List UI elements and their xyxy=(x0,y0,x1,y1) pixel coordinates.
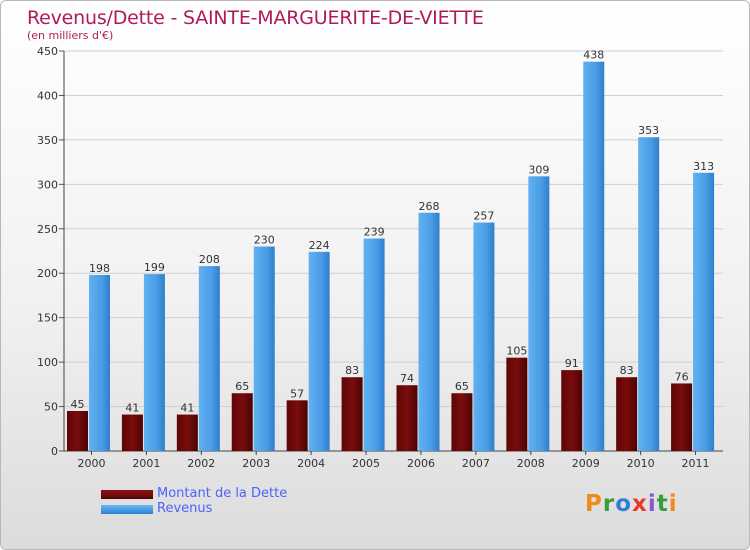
x-tick-label-2004: 2004 xyxy=(297,457,325,470)
legend-label-debt: Montant de la Dette xyxy=(157,486,288,501)
data-label-revenue-2009: 438 xyxy=(583,49,604,62)
legend-swatch-debt xyxy=(101,490,153,499)
bar-debt-2008 xyxy=(506,357,528,451)
x-tick-label-2007: 2007 xyxy=(462,457,490,470)
data-label-debt-2002: 41 xyxy=(180,402,194,415)
bar-revenue-2000 xyxy=(89,275,110,451)
y-tick-label: 250 xyxy=(37,223,58,236)
x-tick-label-2006: 2006 xyxy=(407,457,435,470)
data-label-revenue-2000: 198 xyxy=(89,262,110,275)
bar-debt-2006 xyxy=(396,385,418,451)
logo-letter: t xyxy=(656,491,669,517)
y-tick-label: 300 xyxy=(37,178,58,191)
logo-letter: i xyxy=(668,491,678,517)
x-tick-label-2011: 2011 xyxy=(682,457,710,470)
bar-revenue-2009 xyxy=(583,61,605,452)
data-label-debt-2010: 83 xyxy=(620,364,634,377)
bar-debt-2010 xyxy=(616,377,638,451)
data-label-debt-2009: 91 xyxy=(565,357,579,370)
x-tick-label-2005: 2005 xyxy=(352,457,380,470)
y-tick-label: 0 xyxy=(51,445,58,458)
y-tick-label: 50 xyxy=(44,401,58,414)
bar-revenue-2002 xyxy=(198,266,220,451)
y-tick-label: 400 xyxy=(37,89,58,102)
legend-swatch-revenue xyxy=(101,505,153,514)
y-tick-label: 100 xyxy=(37,356,58,369)
logo-letter: P xyxy=(585,491,603,517)
x-tick-label-2008: 2008 xyxy=(517,457,545,470)
y-tick-label: 200 xyxy=(37,267,58,280)
y-tick-label: 450 xyxy=(37,45,58,58)
x-tick-label-2002: 2002 xyxy=(187,457,215,470)
data-label-debt-2003: 65 xyxy=(235,380,249,393)
bar-revenue-2001 xyxy=(143,274,165,451)
x-tick-label-2009: 2009 xyxy=(572,457,600,470)
x-tick-label-2000: 2000 xyxy=(77,457,105,470)
bar-debt-2009 xyxy=(561,370,583,451)
y-tick-label: 350 xyxy=(37,134,58,147)
bar-revenue-2011 xyxy=(693,172,715,451)
data-label-debt-2007: 65 xyxy=(455,380,469,393)
bar-debt-2003 xyxy=(231,393,253,451)
data-label-revenue-2008: 309 xyxy=(528,163,549,176)
data-label-debt-2006: 74 xyxy=(400,372,414,385)
logo-letter: x xyxy=(632,491,648,517)
data-label-debt-2000: 45 xyxy=(71,398,85,411)
bar-debt-2004 xyxy=(286,400,308,451)
chart-title: Revenus/Dette - SAINTE-MARGUERITE-DE-VIE… xyxy=(27,7,484,29)
data-label-debt-2005: 83 xyxy=(345,364,359,377)
bar-revenue-2003 xyxy=(253,246,275,451)
bar-debt-2001 xyxy=(121,414,143,451)
y-tick-label: 150 xyxy=(37,312,58,325)
x-tick-label-2003: 2003 xyxy=(242,457,270,470)
logo-letter: o xyxy=(615,491,633,517)
data-label-revenue-2007: 257 xyxy=(473,210,494,223)
data-label-debt-2011: 76 xyxy=(675,370,689,383)
logo-letter: i xyxy=(647,491,657,517)
data-label-revenue-2006: 268 xyxy=(419,200,440,213)
bar-revenue-2005 xyxy=(363,238,385,451)
bar-revenue-2004 xyxy=(308,251,330,451)
data-label-revenue-2004: 224 xyxy=(309,239,330,252)
data-label-revenue-2011: 313 xyxy=(693,160,714,173)
chart-subtitle: (en milliers d'€) xyxy=(27,29,114,42)
data-label-revenue-2010: 353 xyxy=(638,124,659,137)
bar-revenue-2006 xyxy=(418,212,440,451)
bar-debt-2007 xyxy=(451,393,473,451)
bar-revenue-2007 xyxy=(473,222,495,451)
logo-letter: r xyxy=(602,491,616,517)
data-label-debt-2001: 41 xyxy=(125,402,139,415)
data-label-revenue-2001: 199 xyxy=(144,261,165,274)
data-label-revenue-2003: 230 xyxy=(254,234,275,247)
legend-label-revenue: Revenus xyxy=(157,501,213,516)
bar-debt-2011 xyxy=(671,383,693,451)
x-tick-label-2001: 2001 xyxy=(132,457,160,470)
bar-revenue-2010 xyxy=(638,137,660,451)
bar-revenue-2008 xyxy=(528,176,550,452)
data-label-revenue-2002: 208 xyxy=(199,253,220,266)
data-label-debt-2004: 57 xyxy=(290,387,304,400)
data-label-revenue-2005: 239 xyxy=(364,226,385,239)
bar-debt-2000 xyxy=(67,411,88,451)
data-label-debt-2008: 105 xyxy=(506,345,527,358)
x-tick-label-2010: 2010 xyxy=(627,457,655,470)
proxiti-logo: Proxiti xyxy=(585,491,678,517)
bar-debt-2002 xyxy=(176,414,198,451)
bar-debt-2005 xyxy=(341,377,363,451)
